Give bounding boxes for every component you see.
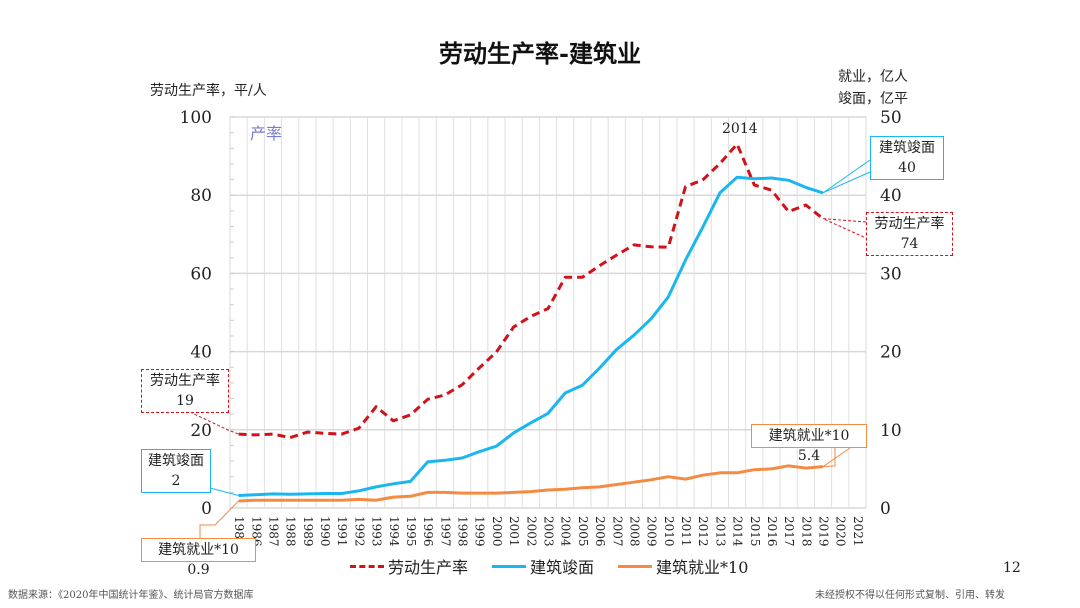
x-tick-label: 1998 — [456, 516, 470, 547]
callout-value: 40 — [898, 160, 916, 176]
x-tick-label: 2018 — [799, 516, 813, 547]
x-tick-label: 2015 — [748, 516, 762, 547]
legend-label: 劳动生产率 — [388, 558, 469, 577]
callout-value: 74 — [900, 236, 919, 252]
emp-end-leader — [821, 447, 851, 468]
x-tick-label: 1999 — [473, 516, 487, 547]
x-tick-label: 2000 — [490, 516, 504, 547]
area-start-callout: 建筑竣面 2 — [141, 449, 211, 493]
emp-start-leader — [199, 500, 239, 538]
left-tick-label: 100 — [180, 108, 212, 128]
x-tick-label: 1997 — [438, 516, 452, 547]
callout-label: 建筑竣面 — [148, 453, 204, 469]
x-tick-label: 1993 — [370, 516, 384, 547]
x-tick-label: 2007 — [610, 516, 624, 547]
x-tick-label: 2020 — [834, 516, 848, 547]
legend-item-productivity: 劳动生产率 — [350, 554, 468, 578]
x-tick-label: 2008 — [627, 516, 641, 547]
corner-label: 产率 — [250, 124, 283, 143]
x-tick-label: 1988 — [284, 516, 298, 547]
callout-label: 劳动生产率 — [874, 216, 945, 232]
x-tick-label: 2001 — [507, 516, 521, 547]
area-start-leader — [209, 487, 239, 496]
series-line-1 — [238, 175, 824, 497]
legend-swatch — [618, 564, 653, 568]
callout-label: 劳动生产率 — [150, 373, 220, 389]
x-tick-label: 2005 — [576, 516, 590, 547]
legend-label: 建筑就业*10 — [656, 558, 749, 577]
copyright-notice: 未经授权不得以任何形式复制、引用、转发 — [815, 590, 1005, 601]
page-number: 12 — [1003, 560, 1021, 576]
prod-start-callout: 劳动生产率 19 — [141, 369, 229, 413]
x-tick-label: 1995 — [404, 516, 418, 547]
x-tick-label: 2011 — [679, 516, 693, 547]
x-tick-label: 2010 — [662, 516, 676, 547]
prod-start-leader — [189, 411, 239, 435]
x-tick-label: 1992 — [352, 516, 366, 547]
series-line-2 — [238, 464, 824, 503]
area-end-callout: 建筑竣面 40 — [870, 136, 944, 180]
prod-end-leader — [822, 218, 867, 239]
x-tick-label: 1991 — [335, 516, 349, 547]
legend-swatch-dashed — [350, 564, 384, 568]
x-tick-label: 2014 — [731, 516, 745, 547]
peak-year-label: 2014 — [722, 121, 758, 137]
left-tick-label: 80 — [190, 186, 212, 206]
legend: 劳动生产率 建筑竣面 建筑就业*10 — [350, 554, 748, 578]
x-tick-label: 2003 — [542, 516, 556, 547]
x-tick-label: 2012 — [696, 516, 710, 547]
legend-item-employment: 建筑就业*10 — [618, 554, 748, 578]
x-tick-label: 2021 — [851, 516, 865, 547]
right-tick-label: 40 — [880, 186, 902, 206]
right-axis-unit: 就业，亿人 竣面，亿平 — [838, 66, 908, 110]
legend-item-area: 建筑竣面 — [492, 554, 594, 578]
left-tick-label: 20 — [190, 421, 212, 441]
x-tick-label: 2016 — [765, 516, 779, 547]
x-tick-label: 2009 — [645, 516, 659, 547]
right-tick-label: 10 — [880, 421, 902, 441]
legend-label: 建筑竣面 — [530, 558, 595, 577]
legend-swatch — [492, 564, 527, 568]
prod-end-callout: 劳动生产率 74 — [866, 212, 953, 256]
callout-value: 2 — [171, 473, 181, 489]
left-tick-label: 60 — [190, 264, 212, 284]
x-tick-label: 1994 — [387, 516, 401, 547]
plot-area — [229, 116, 867, 509]
right-unit-area: 竣面，亿平 — [838, 91, 908, 107]
left-tick-label: 40 — [190, 343, 212, 363]
right-tick-label: 20 — [880, 343, 902, 363]
callout-value: 19 — [176, 393, 194, 409]
x-tick-label: 2004 — [559, 516, 573, 547]
callout-label: 建筑竣面 — [879, 140, 935, 156]
x-tick-label: 1987 — [266, 516, 280, 547]
area-end-leader — [822, 159, 871, 194]
chart-title: 劳动生产率-建筑业 — [439, 39, 641, 68]
x-tick-label: 2006 — [593, 516, 607, 547]
right-tick-label: 30 — [880, 264, 902, 284]
x-tick-label: 1989 — [301, 516, 315, 547]
x-tick-label: 2013 — [713, 516, 727, 547]
x-tick-label: 2017 — [782, 516, 796, 547]
right-tick-label: 0 — [880, 499, 891, 519]
right-unit-employment: 就业，亿人 — [838, 69, 908, 85]
x-tick-label: 2019 — [817, 516, 831, 547]
x-tick-label: 2002 — [524, 516, 538, 547]
emp-end-callout: 建筑就业*10 5.4 — [751, 424, 867, 464]
left-tick-label: 0 — [201, 499, 212, 519]
emp-start-callout: 建筑就业*10 0.9 — [141, 538, 256, 578]
series-line-0 — [238, 142, 824, 440]
x-tick-label: 1990 — [318, 516, 332, 547]
x-tick-label: 1996 — [421, 516, 435, 547]
data-source: 数据来源：《2020年中国统计年鉴》、统计局官方数据库 — [8, 590, 254, 601]
right-tick-label: 50 — [880, 108, 902, 128]
left-axis-unit: 劳动生产率，平/人 — [150, 83, 267, 99]
